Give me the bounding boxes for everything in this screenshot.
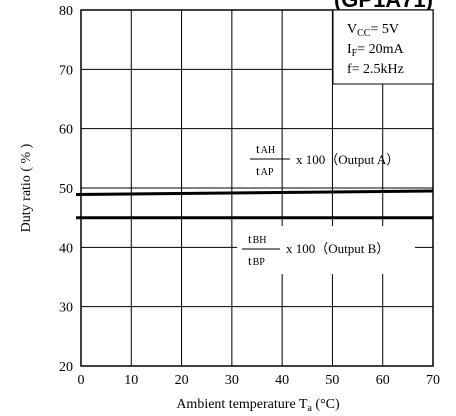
annot-b-numerator: tBH: [248, 231, 267, 246]
x-tick-label: 50: [325, 373, 339, 388]
y-tick-label: 30: [59, 301, 73, 316]
condition-frequency: f= 2.5kHz: [347, 62, 404, 77]
y-axis-label: Duty ratio ( % ): [19, 143, 34, 232]
conditions-box-frame: [332, 9, 434, 85]
y-tick-label: 70: [59, 63, 73, 78]
axis-ticks: 0 10 20 30 40 50 60 70 20 30 40 50 60 70 80: [59, 4, 440, 388]
conditions-box: VCC= 5V IF= 20mA f= 2.5kHz: [332, 9, 434, 85]
annot-a-suffix: x 100（Output A）: [296, 152, 399, 167]
annot-b-denominator: tBP: [248, 253, 265, 268]
annot-b-suffix: x 100（Output B）: [286, 241, 389, 256]
condition-vcc: VCC= 5V: [347, 22, 399, 39]
plot-frame: [80, 9, 434, 367]
x-axis-label: Ambient temperature Ta (°C): [176, 397, 340, 415]
y-tick-label: 20: [59, 360, 73, 375]
y-tick-label: 40: [59, 241, 73, 256]
x-tick-label: 20: [175, 373, 189, 388]
x-tick-label: 0: [78, 373, 85, 388]
x-tick-label: 30: [225, 373, 239, 388]
x-tick-label: 40: [275, 373, 289, 388]
series-annotation-output-b: tBH tBP x 100（Output B）: [237, 226, 415, 274]
y-tick-label: 50: [59, 182, 73, 197]
y-tick-label: 60: [59, 123, 73, 138]
annot-b-backdrop: [237, 226, 415, 274]
series-lines: [75, 189, 434, 220]
x-tick-label: 60: [376, 373, 390, 388]
y-tick-label: 80: [59, 4, 73, 19]
x-tick-label: 10: [124, 373, 138, 388]
series-annotation-output-a: tAH tAP x 100（Output A）: [250, 141, 399, 178]
series-line-output-a: [75, 189, 434, 196]
chart-title-fragment: (GP1A71): [334, 0, 433, 12]
annot-a-denominator: tAP: [256, 163, 274, 178]
x-tick-label: 70: [426, 373, 440, 388]
condition-if: IF= 20mA: [347, 42, 405, 59]
annot-a-numerator: tAH: [256, 141, 275, 156]
